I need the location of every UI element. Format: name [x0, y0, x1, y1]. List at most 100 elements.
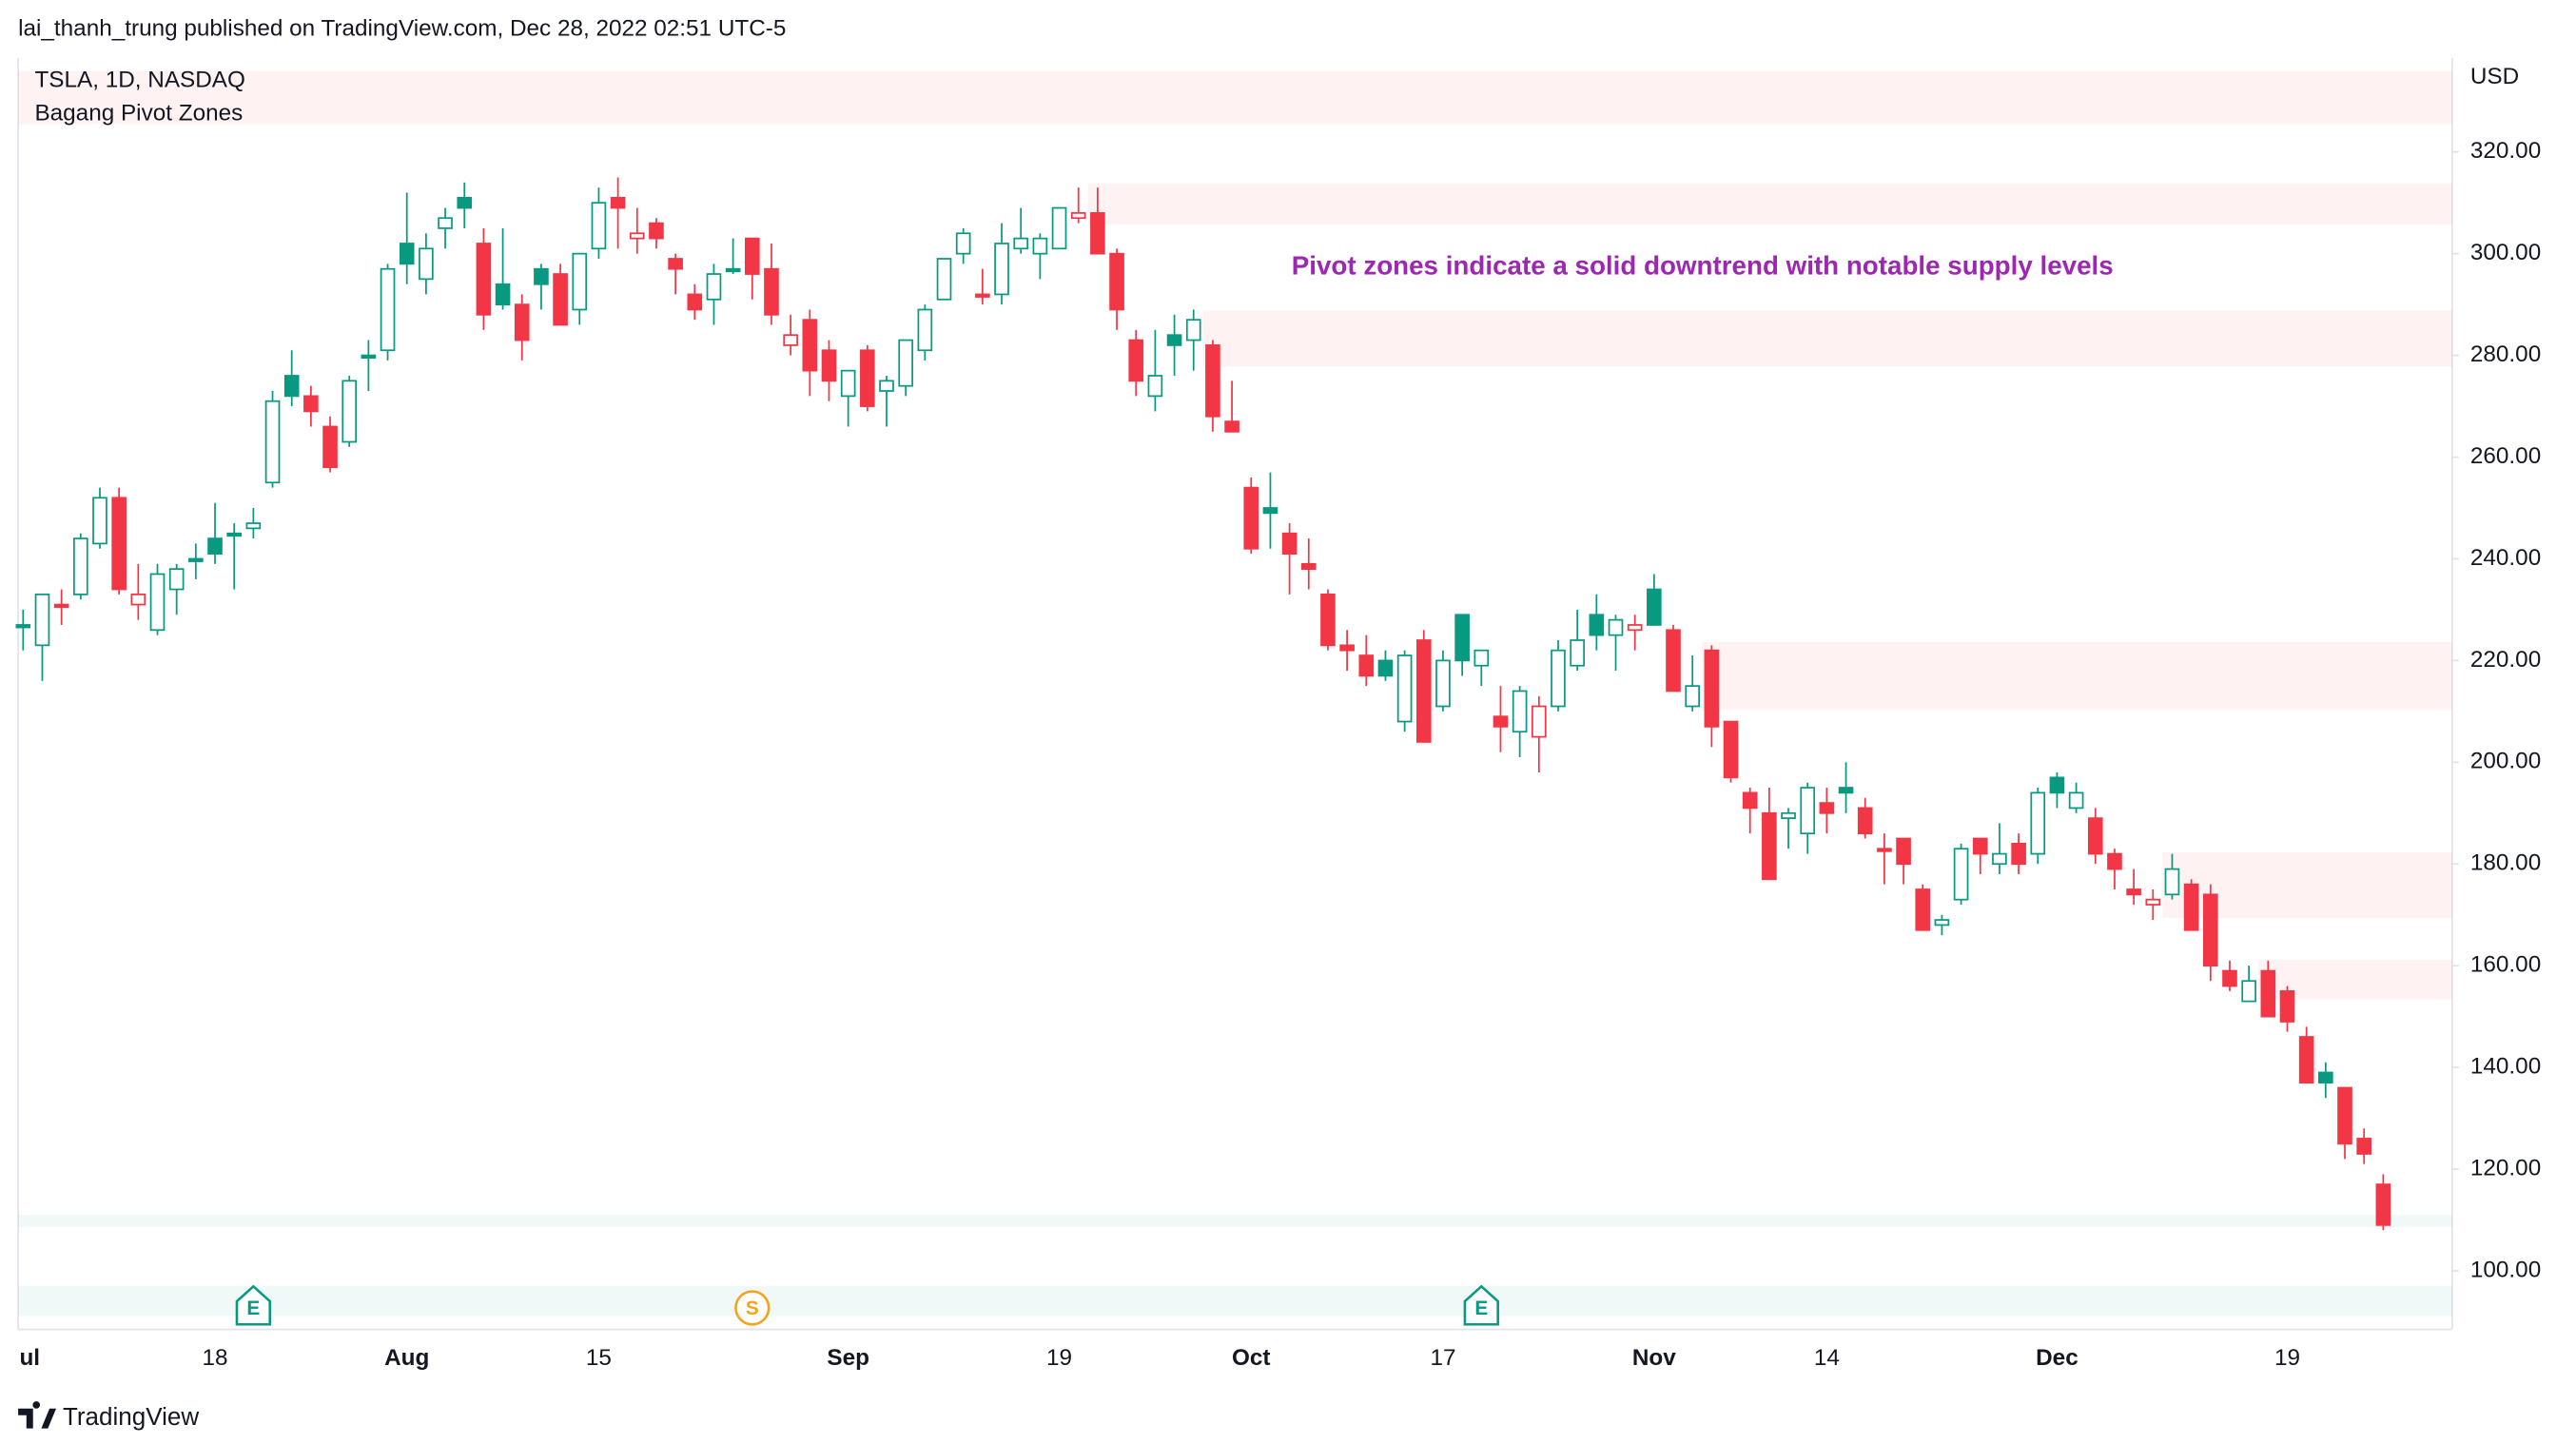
candle-body	[1666, 629, 1681, 693]
candle-body	[1109, 252, 1124, 311]
candle-body	[1185, 319, 1201, 341]
candle-body	[1551, 649, 1566, 708]
candle-body	[1262, 507, 1278, 515]
candle-body	[629, 232, 645, 240]
candle-body	[1358, 654, 1375, 677]
candle-body	[15, 624, 31, 629]
candle-body	[1647, 588, 1662, 626]
candle-body	[1147, 375, 1163, 398]
candle-body	[2183, 883, 2199, 931]
candle-body	[1090, 212, 1105, 255]
candle-body	[764, 267, 779, 316]
candle-body	[438, 217, 453, 229]
y-tick-label: 240.00	[2470, 545, 2541, 571]
candle-body	[2337, 1086, 2352, 1145]
candle-body	[572, 252, 588, 311]
candle-body	[1300, 562, 1317, 571]
candle-body	[2068, 791, 2084, 810]
brand-logo	[18, 1401, 57, 1429]
candle-body	[361, 354, 377, 360]
candle-body	[1070, 212, 1086, 220]
x-tick-label: 19	[2274, 1345, 2300, 1371]
candle-body	[610, 196, 626, 209]
candle-body	[936, 258, 952, 301]
candle-body	[1819, 802, 1835, 814]
candle-body	[1838, 787, 1854, 794]
x-tick-label: 17	[1430, 1345, 1455, 1371]
candle-body	[2107, 852, 2122, 870]
candle-body	[34, 594, 50, 647]
candle-body	[1281, 532, 1298, 555]
candle-body	[1532, 705, 1547, 738]
candle-body	[1051, 206, 1067, 250]
y-tick-label: 200.00	[2470, 749, 2541, 774]
candle-body	[687, 293, 703, 311]
candle-body	[649, 222, 664, 240]
event-icon	[734, 1290, 771, 1326]
candle-body	[534, 267, 549, 285]
candle-body	[1377, 659, 1394, 677]
candle-body	[591, 202, 607, 250]
y-tick-label: 260.00	[2470, 443, 2541, 469]
candle-body	[419, 247, 434, 281]
candle-body	[898, 339, 913, 387]
event-label: E	[1474, 1298, 1488, 1319]
y-tick-label: 220.00	[2470, 647, 2541, 673]
candle-body	[821, 349, 837, 382]
y-tick-label: 140.00	[2470, 1054, 2541, 1080]
candle-body	[1493, 715, 1509, 728]
candles	[15, 177, 2391, 1231]
pivot-zone	[18, 1285, 2452, 1317]
candle-body	[1723, 720, 1739, 779]
candle-body	[2222, 969, 2237, 987]
x-tick-label: 18	[202, 1345, 227, 1371]
candle-body	[553, 273, 568, 326]
candle-body	[1013, 237, 1029, 250]
candle-body	[917, 308, 933, 352]
candle-body	[514, 303, 530, 341]
x-tick-label: Sep	[827, 1345, 869, 1371]
candle-body	[1915, 888, 1931, 931]
candle-body	[2356, 1138, 2371, 1155]
candle-body	[245, 522, 262, 530]
candle-body	[476, 243, 492, 316]
y-tick-label: 320.00	[2470, 138, 2541, 164]
candle-body	[725, 267, 741, 273]
candle-body	[2202, 893, 2218, 967]
pivot-zone	[1202, 310, 2452, 367]
x-tick-label: 19	[1046, 1345, 1072, 1371]
x-tick-label: Nov	[1632, 1345, 1676, 1371]
candle-body	[457, 196, 473, 209]
x-tick-label: Aug	[384, 1345, 429, 1371]
publisher-line: lai_thanh_trung published on TradingView…	[18, 16, 786, 42]
y-tick-label: 180.00	[2470, 850, 2541, 876]
candle-body	[1627, 624, 1643, 632]
candle-body	[1320, 594, 1336, 647]
candle-body	[668, 258, 683, 270]
candle-body	[1570, 639, 1585, 667]
candle-body	[744, 237, 760, 275]
candle-body	[1435, 659, 1451, 708]
pivot-zone	[18, 70, 2452, 125]
candle-body	[1896, 837, 1911, 866]
candle-body	[2260, 969, 2276, 1018]
candle-body	[860, 349, 875, 407]
candle-body	[1128, 339, 1144, 382]
candle-body	[1224, 420, 1239, 433]
y-tick-label: 280.00	[2470, 341, 2541, 367]
candle-body	[955, 232, 971, 255]
candle-body	[1685, 685, 1701, 708]
candle-body	[802, 319, 818, 372]
candle-body	[1857, 807, 1873, 835]
candle-body	[399, 243, 415, 265]
candle-body	[303, 395, 319, 413]
x-tick-label: 15	[586, 1345, 612, 1371]
candle-body	[994, 243, 1009, 296]
candle-body	[1992, 852, 2007, 866]
event-label: S	[746, 1298, 759, 1319]
candle-body	[188, 557, 204, 562]
candle-body	[1781, 811, 1796, 820]
